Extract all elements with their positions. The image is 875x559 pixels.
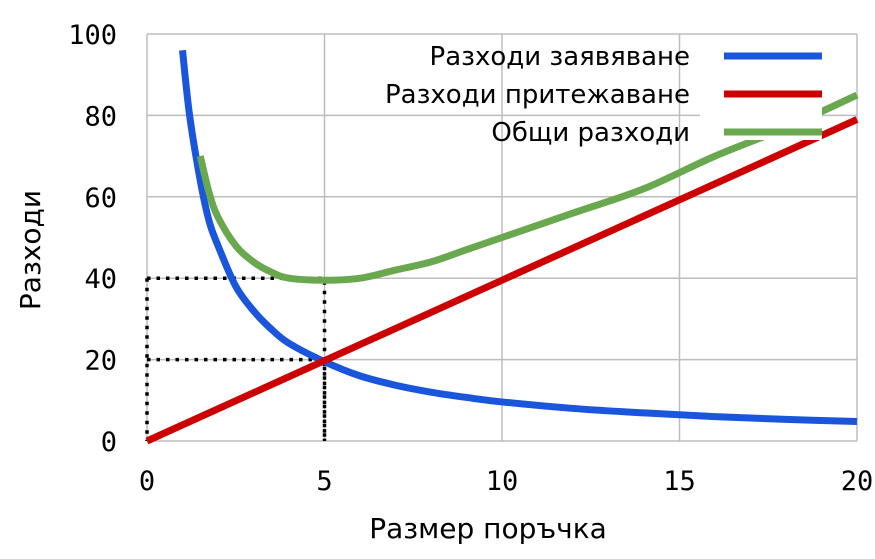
y-axis-label: Разходи <box>14 190 47 310</box>
y-tick-label-4: 80 <box>84 101 117 132</box>
legend-label-0: Разходи заявяване <box>430 42 690 72</box>
series-line-1 <box>145 116 859 445</box>
x-tick-label-1: 5 <box>316 466 332 497</box>
y-tick-label-1: 20 <box>84 346 117 377</box>
tick-labels: 0 5 10 15 20 0 20 40 60 80 100 <box>68 20 873 497</box>
dotted-guide-1 <box>147 276 327 441</box>
y-tick-label-0: 0 <box>101 427 117 458</box>
series-line-2 <box>196 91 859 284</box>
x-tick-label-0: 0 <box>139 466 155 497</box>
x-tick-label-4: 20 <box>841 466 874 497</box>
series-lines <box>145 49 859 445</box>
y-tick-label-5: 100 <box>68 20 117 51</box>
dotted-guides <box>145 276 327 441</box>
legend-label-1: Разходи притежаване <box>385 80 690 110</box>
legend: Разходи заявяване Разходи притежаване Общи… <box>385 40 822 148</box>
x-axis-label: Размер поръчка <box>369 512 607 545</box>
legend-label-2: Общи разходи <box>491 118 690 148</box>
x-tick-label-3: 15 <box>663 466 696 497</box>
x-tick-label-2: 10 <box>486 466 519 497</box>
series-line-0 <box>179 49 858 425</box>
y-tick-label-3: 60 <box>84 183 117 214</box>
y-tick-label-2: 40 <box>84 264 117 295</box>
dotted-guide-0 <box>147 357 327 441</box>
